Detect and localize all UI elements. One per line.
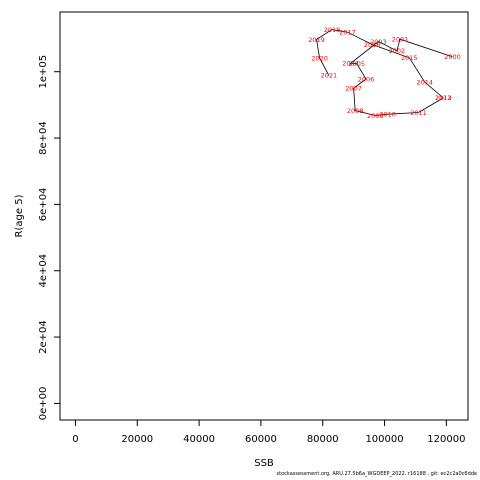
y-tick-label: 4e+04: [38, 254, 49, 288]
y-tick-label: 1e+05: [38, 55, 49, 89]
year-label-2014: 2014: [416, 78, 433, 86]
year-label-2005: 2005: [348, 60, 365, 68]
x-tick-label: 100000: [365, 434, 403, 445]
year-label-2020: 2020: [311, 54, 328, 62]
year-label-2004: 2004: [342, 60, 359, 68]
x-tick-label: 20000: [121, 434, 153, 445]
y-tick-label: 8e+04: [38, 121, 49, 155]
year-label-2002: 2002: [389, 47, 406, 55]
y-axis-title: R(age 5): [14, 194, 25, 237]
year-label-2011: 2011: [410, 109, 427, 117]
x-tick-label: 60000: [245, 434, 277, 445]
x-tick-label: 0: [72, 434, 78, 445]
x-tick-label: 80000: [307, 434, 339, 445]
y-tick-label: 6e+04: [38, 188, 49, 222]
x-axis-title: SSB: [254, 458, 274, 469]
stock-recruit-line: [316, 29, 453, 116]
year-label-2010: 2010: [379, 110, 396, 118]
year-label-2001: 2001: [392, 36, 409, 44]
year-label-2013: 2013: [435, 94, 452, 102]
y-axis: 0e+00 2e+04 4e+04 6e+04 8e+04 1e+05: [38, 55, 61, 421]
year-label-2015: 2015: [401, 54, 418, 62]
y-tick-label: 0e+00: [38, 387, 49, 421]
year-label-2012: 2012: [435, 94, 452, 102]
x-tick-label: 40000: [183, 434, 215, 445]
year-label-2008: 2008: [347, 107, 364, 115]
x-axis: 0 20000 40000 60000 80000 100000 120000: [72, 419, 465, 445]
plot-frame: [59, 11, 469, 421]
year-label-2000: 2000: [444, 53, 461, 61]
year-label-2007: 2007: [345, 85, 362, 93]
year-label-2019: 2019: [308, 36, 325, 44]
year-label-2017: 2017: [339, 29, 356, 37]
year-label-2016: 2016: [364, 41, 381, 49]
year-label-2003: 2003: [370, 38, 387, 46]
year-label-2018: 2018: [324, 26, 341, 34]
year-label-2021: 2021: [321, 72, 338, 80]
year-labels: 2000200120022003200420052006200720082009…: [308, 26, 461, 120]
y-tick-label: 2e+04: [38, 320, 49, 354]
footer-credit: stockassessment.org, ARU.27.5b6a_WGDEEP_…: [276, 471, 477, 477]
x-tick-label: 120000: [427, 434, 465, 445]
year-label-2006: 2006: [358, 75, 375, 83]
year-label-2009: 2009: [367, 112, 384, 120]
